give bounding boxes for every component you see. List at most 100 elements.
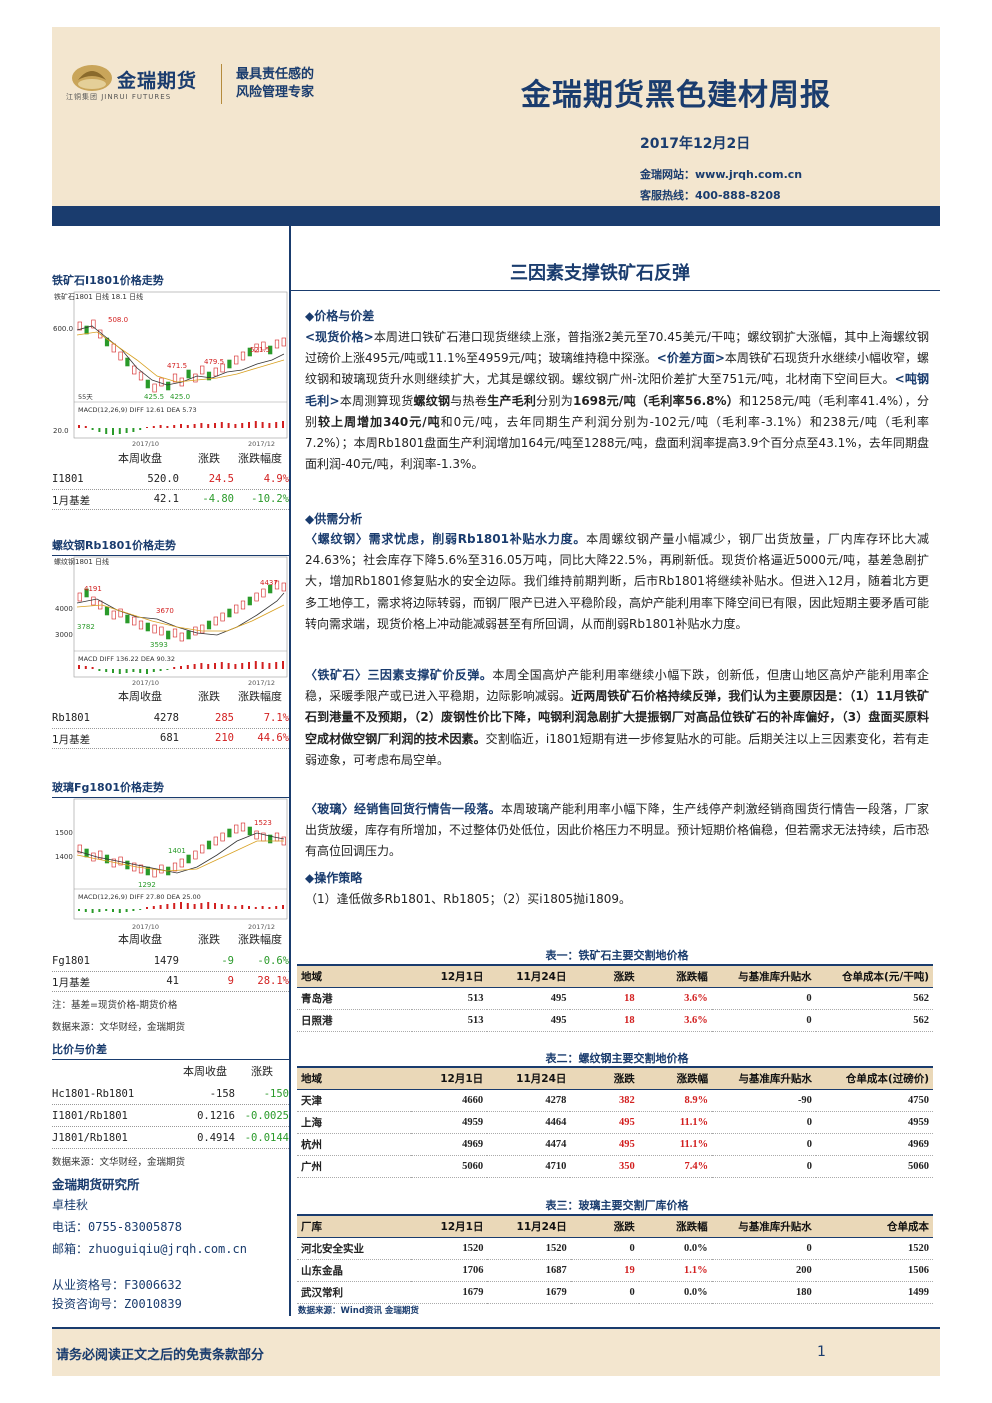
macd-bar — [234, 906, 237, 909]
table-cell: 4474 — [487, 1133, 571, 1156]
macd-bar — [105, 909, 108, 911]
table-cell: 日照港 — [297, 1009, 412, 1032]
report-date: 2017年12月2日 — [640, 136, 751, 152]
contact-cert-1: 从业资格号：F3006632 — [52, 1278, 182, 1292]
candle — [281, 582, 286, 592]
candle — [159, 377, 164, 387]
p1-segment-9: 分别为 — [536, 393, 573, 408]
candle — [240, 822, 246, 832]
iron-label-6: 425.0 — [170, 393, 190, 401]
macd-bar — [166, 669, 169, 670]
row-close: 42.1 — [153, 493, 179, 505]
table-cell: 382 — [570, 1089, 639, 1112]
candle — [186, 630, 191, 640]
rebar-macd-label: MACD DIFF 136.22 DEA 90.32 — [78, 655, 175, 663]
table-cell: 4464 — [487, 1111, 571, 1134]
contact-email[interactable]: 邮箱：zhuoguiqiu@jrqh.com.cn — [52, 1242, 247, 1256]
logo-divider — [221, 64, 222, 104]
iron-row-basis: 1月基差 42.1 -4.80 -10.2% — [52, 489, 289, 510]
candle — [200, 844, 205, 854]
iron-label-5: 425.5 — [144, 393, 164, 401]
table-cell: 1520 — [411, 1237, 488, 1260]
row-chg: -9 — [221, 955, 234, 967]
table-cell: 513 — [411, 1009, 488, 1032]
row-close: -158 — [209, 1088, 235, 1100]
jinrui-logo-icon — [72, 65, 112, 91]
paragraph-iron: 〈铁矿石〉三因素支撑矿价反弹。本周全国高炉产能利用率继续小幅下跌，创新低，但唐山… — [305, 665, 929, 771]
glass-table: 厂库 12月1日 11月24日 涨跌 涨跌幅 与基准库升贴水 仓单成本 河北安全实业 1520 1… — [297, 1214, 933, 1304]
macd-bar — [98, 428, 101, 432]
iron-label-3: 479.5 — [204, 358, 224, 366]
row-close: 4278 — [153, 712, 179, 724]
macd-bar — [91, 428, 94, 430]
candle — [145, 379, 150, 389]
p1-segment-7: 与热卷 — [450, 393, 488, 408]
macd-bar — [200, 663, 203, 669]
rebar-macd-bars — [78, 661, 284, 674]
row-chg: -0.0144 — [244, 1132, 289, 1144]
candle — [227, 359, 232, 369]
macd-bar — [118, 428, 121, 434]
candle — [247, 347, 252, 357]
macd-bar — [193, 424, 196, 428]
table-source-note: 数据来源：Wind资讯 金瑞期货 — [298, 1306, 419, 1316]
macd-bar — [275, 662, 278, 669]
ratio-source-note: 数据来源：文华财经，金瑞期货 — [52, 1157, 186, 1168]
macd-bar — [241, 423, 244, 428]
rebar-date-2: 2017/12 — [248, 679, 275, 687]
macd-bar — [275, 906, 278, 909]
paragraph-strategy: （1）逢低做多Rb1801、Rb1805；（2）买i1805抛i1809。 — [305, 892, 632, 906]
macd-bar — [166, 904, 169, 909]
table-cell: 18 — [570, 1009, 639, 1032]
row-name: 1月基差 — [52, 495, 91, 507]
table-cell: 青岛港 — [297, 987, 412, 1010]
website-link[interactable]: 金瑞网站：www.jrqh.com.cn — [640, 168, 803, 181]
macd-bar — [132, 669, 135, 672]
macd-bar — [248, 422, 250, 428]
row-close: 681 — [160, 732, 179, 744]
column-header: 11月24日 — [487, 1066, 571, 1090]
table-cell: 1506 — [815, 1259, 933, 1282]
column-header: 涨跌幅 — [638, 964, 712, 988]
glass-macd-label: MACD(12,26,9) DIFF 27.80 DEA 25.00 — [78, 893, 201, 901]
candle — [166, 381, 171, 391]
macd-bar — [173, 667, 176, 669]
candle — [84, 588, 89, 598]
glass-candles — [77, 822, 286, 878]
column-header: 地域 — [297, 964, 412, 988]
table-cell: 3.6% — [638, 1009, 712, 1032]
glass-date-2: 2017/12 — [248, 923, 275, 931]
basis-note: 注：基差=现货价格-期货价格 — [52, 1000, 178, 1011]
macd-bar — [159, 669, 162, 671]
candle — [138, 864, 144, 874]
column-header: 12月1日 — [411, 964, 488, 988]
table-cell: 3.6% — [638, 987, 712, 1010]
candle — [172, 862, 178, 872]
p1-segment-4: <吨钢毛利> — [305, 372, 929, 408]
macd-bar — [78, 665, 80, 669]
contact-name: 卓桂秋 — [52, 1198, 89, 1212]
macd-bar — [146, 427, 148, 428]
iron-macd-bars — [78, 421, 284, 435]
macd-bar — [84, 666, 87, 669]
column-header: 仓单成本(元/干吨) — [815, 964, 933, 988]
row-name: I1801 — [52, 473, 84, 485]
disclaimer-link[interactable]: 请务必阅读正文之后的免责条款部分 — [56, 1348, 265, 1363]
table-cell: 1.1% — [638, 1259, 712, 1282]
table-cell: 5060 — [411, 1155, 488, 1178]
rebar-label-2: 3670 — [156, 607, 174, 615]
p2-segment-1: 本周螺纹钢产量小幅减少，钢厂出货放量，厂内库存环比大减24.63%；社会库存下降… — [305, 532, 930, 631]
row-name: I1801/Rb1801 — [52, 1110, 128, 1122]
contact-cert-2: 投资咨询号：Z0010839 — [52, 1297, 182, 1311]
candle — [234, 355, 239, 365]
candle — [234, 824, 239, 834]
candle — [206, 620, 212, 630]
macd-bar — [159, 905, 162, 909]
macd-bar — [112, 909, 114, 912]
logo-text: 金瑞期货 — [117, 70, 198, 92]
table-cell: 天津 — [297, 1089, 412, 1112]
table-cell: 19 — [570, 1259, 639, 1282]
row-chg: -0.0025 — [244, 1110, 289, 1122]
column-header: 11月24日 — [487, 964, 571, 988]
col-pct: 涨跌幅度 — [238, 933, 282, 946]
